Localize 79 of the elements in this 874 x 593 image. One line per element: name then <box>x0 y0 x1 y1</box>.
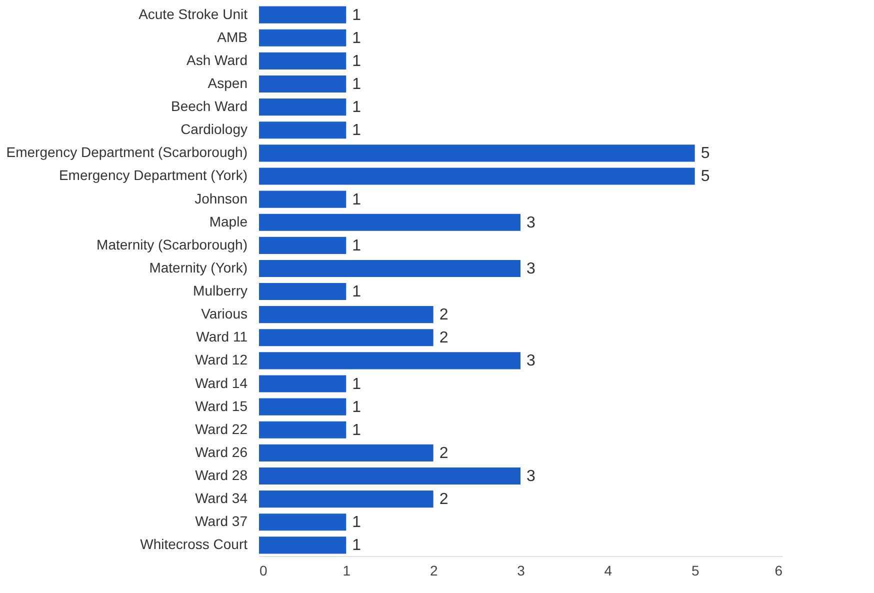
data-label: 1 <box>352 376 362 393</box>
data-label: 1 <box>352 514 362 532</box>
data-label: 2 <box>439 491 448 508</box>
y-tick-label: Ward 34 <box>195 490 248 506</box>
data-label: 1 <box>352 99 362 116</box>
bar <box>259 52 346 70</box>
y-tick-label: Beech Ward <box>170 98 248 114</box>
y-tick-label: Johnson <box>194 190 248 206</box>
x-tick-label: 5 <box>691 562 700 578</box>
bar <box>259 214 520 231</box>
bar <box>259 398 346 416</box>
x-tick-label: 4 <box>604 562 612 578</box>
data-label: 3 <box>526 468 536 485</box>
y-tick-label: Whitecross Court <box>140 536 248 552</box>
y-tick-label: Aspen <box>208 75 248 92</box>
y-tick-label: Mulberry <box>193 282 248 299</box>
y-tick-label: AMB <box>217 28 248 45</box>
bar <box>259 329 434 346</box>
data-label: 2 <box>439 444 448 462</box>
y-tick-label: Maternity (York) <box>149 259 248 276</box>
y-tick-label: Ward 12 <box>195 352 248 368</box>
y-tick-label: Ward 22 <box>195 420 248 437</box>
data-label: 3 <box>526 214 536 232</box>
data-label: 5 <box>700 168 710 186</box>
data-label: 1 <box>352 52 362 70</box>
bar <box>259 375 346 392</box>
bar <box>259 260 520 278</box>
data-label: 1 <box>352 422 362 439</box>
bar <box>259 144 695 162</box>
y-tick-label: Various <box>201 306 248 322</box>
y-tick-label: Ward 11 <box>196 328 248 345</box>
x-tick-label: 6 <box>774 562 783 578</box>
data-label: 2 <box>439 306 448 324</box>
y-tick-label: Ward 28 <box>195 466 248 483</box>
y-tick-label: Emergency Department (York) <box>58 167 248 184</box>
data-label: 3 <box>526 352 536 370</box>
x-tick-label: 1 <box>342 562 351 578</box>
x-tick-label: 3 <box>517 562 526 578</box>
y-tick-label: Maple <box>209 213 248 230</box>
bar <box>259 236 346 254</box>
data-label: 1 <box>352 6 362 24</box>
y-tick-label: Ward 37 <box>195 513 248 530</box>
data-label: 2 <box>439 330 448 347</box>
x-tick-label: 2 <box>430 562 438 578</box>
data-label: 1 <box>352 537 362 554</box>
bar <box>259 421 346 438</box>
bar <box>259 168 695 185</box>
bar <box>259 29 346 46</box>
data-label: 1 <box>352 398 362 416</box>
y-tick-label: Cardiology <box>180 121 248 138</box>
bar <box>259 306 434 324</box>
bar <box>259 514 346 531</box>
data-label: 3 <box>526 260 536 278</box>
data-label: 1 <box>352 191 362 208</box>
y-tick-label: Ash Ward <box>186 52 248 68</box>
y-tick-label: Ward 15 <box>195 398 248 414</box>
bar <box>259 536 346 554</box>
bar <box>259 6 346 24</box>
y-tick-label: Acute Stroke Unit <box>138 6 248 22</box>
x-tick-label: 0 <box>260 562 268 578</box>
y-tick-label: Emergency Department (Scarborough) <box>6 144 248 160</box>
data-label: 1 <box>352 284 362 301</box>
bar <box>259 282 346 300</box>
bar <box>259 122 346 139</box>
y-tick-label: Ward 26 <box>195 444 248 460</box>
bar <box>259 98 346 116</box>
data-label: 1 <box>352 237 362 254</box>
bar <box>259 444 434 462</box>
bar <box>259 75 346 93</box>
y-tick-label: Maternity (Scarborough) <box>96 236 248 252</box>
y-tick-label: Ward 14 <box>195 374 248 391</box>
data-label: 5 <box>700 145 710 162</box>
bar <box>259 352 520 370</box>
data-label: 1 <box>352 76 362 94</box>
bar <box>259 190 346 208</box>
data-label: 1 <box>352 122 362 140</box>
bar <box>259 490 434 508</box>
data-label: 1 <box>352 30 362 47</box>
bar <box>259 467 520 485</box>
